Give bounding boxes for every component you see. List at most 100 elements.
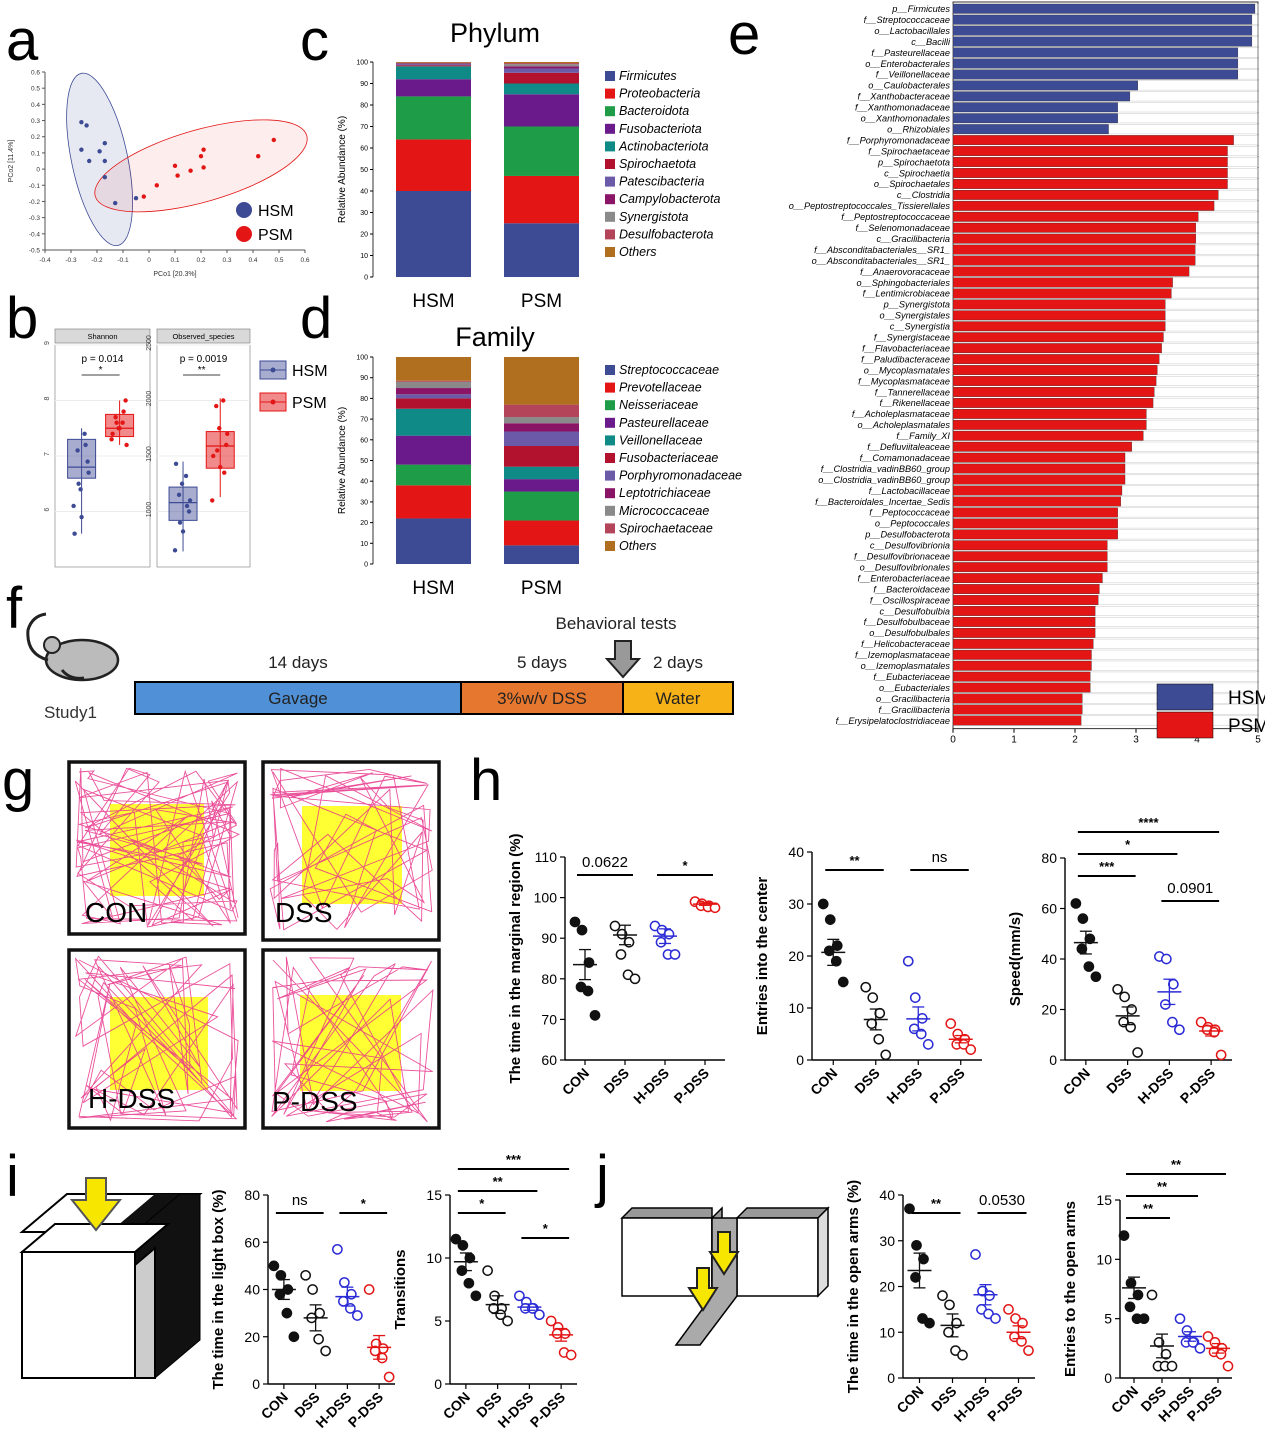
data-point xyxy=(307,1284,318,1295)
timeline-segment xyxy=(622,681,734,715)
facet-strip xyxy=(156,328,251,344)
legend-label: Neisseriaceae xyxy=(619,398,698,412)
y-tick-label: 80 xyxy=(1041,850,1057,866)
legend-swatch xyxy=(605,400,615,411)
bar-segment-firmicutes xyxy=(504,223,579,277)
lda-bar xyxy=(952,573,1103,584)
lda-bar xyxy=(952,606,1096,616)
lda-bar xyxy=(952,179,1228,189)
data-point xyxy=(582,985,594,997)
y-tick-label: 20 xyxy=(360,520,368,527)
x-tick-label: 0.6 xyxy=(300,257,309,264)
lda-bar xyxy=(952,233,1196,244)
taxon-label: f__Rikenellaceae xyxy=(880,398,951,408)
data-point xyxy=(984,1290,995,1302)
y-tick-label: 20 xyxy=(879,1279,895,1295)
y-tick-label: 60 xyxy=(360,437,368,444)
taxon-label: o__Absconditabacteriales__SR1_ xyxy=(812,256,950,266)
y-tick-label: 9 xyxy=(44,341,51,345)
legend-swatch xyxy=(605,247,615,257)
y-tick-label: 100 xyxy=(356,60,368,67)
psm-point xyxy=(114,420,119,425)
legend-label: Others xyxy=(619,539,657,553)
data-point xyxy=(1023,1345,1034,1356)
legend-label: Actinobacteriota xyxy=(618,139,709,153)
psm-point xyxy=(172,163,178,169)
data-point xyxy=(274,1288,286,1300)
data-point xyxy=(463,1277,475,1289)
x-category-label: HSM xyxy=(412,578,454,599)
data-point xyxy=(1124,1301,1136,1313)
y-tick-label: 50 xyxy=(360,458,368,465)
data-point xyxy=(1076,943,1088,955)
data-point xyxy=(363,1284,375,1295)
bar-segment-leptotrichiaceae xyxy=(504,423,579,432)
bar-segment-spirochaetaceae xyxy=(504,404,579,418)
taxon-label: c__Spirochaetia xyxy=(884,168,950,178)
lda-bar xyxy=(952,638,1094,649)
x-tick-label: P-DSS xyxy=(671,1065,713,1107)
data-point xyxy=(313,1333,324,1345)
lda-bar xyxy=(952,91,1131,102)
significance-label: ** xyxy=(931,1196,942,1211)
data-point xyxy=(383,1371,395,1383)
y-tick-label: 70 xyxy=(360,417,368,424)
y-tick-label: 0 xyxy=(434,1376,442,1392)
y-tick-label: -0.5 xyxy=(29,248,41,255)
data-point xyxy=(482,1265,493,1276)
hsm-point xyxy=(75,448,80,453)
hsm-point xyxy=(133,196,139,201)
hsm-point xyxy=(82,431,87,436)
data-point xyxy=(534,1309,545,1321)
legend-hsm-label: HSM xyxy=(258,203,294,220)
segment-label: Gavage xyxy=(268,689,328,708)
lda-bar xyxy=(952,321,1166,332)
lda-bar xyxy=(952,3,1256,14)
y-tick-label: 20 xyxy=(1041,1002,1057,1018)
legend-swatch xyxy=(605,141,615,152)
lda-bar xyxy=(952,682,1091,693)
taxon-label: f__Lactobacillaceae xyxy=(869,486,950,496)
data-point xyxy=(873,1033,885,1045)
bar-segment-actinobacteriota xyxy=(504,83,579,95)
psm-point xyxy=(214,403,219,409)
taxon-label: o__Enterobacterales xyxy=(865,59,950,69)
bar-segment-prevotellaceae xyxy=(396,485,471,519)
data-point xyxy=(1195,1016,1207,1028)
lda-bar xyxy=(952,584,1100,594)
legend-swatch xyxy=(605,523,615,534)
data-point xyxy=(970,1249,981,1260)
lda-bar xyxy=(952,36,1253,47)
psm-confidence-ellipse xyxy=(94,119,308,213)
data-point xyxy=(1077,913,1089,924)
data-point xyxy=(320,1345,331,1357)
legend-label: HSM xyxy=(292,363,328,380)
taxon-label: o__Mycoplasmatales xyxy=(864,365,951,375)
y-tick-label: 10 xyxy=(1096,1251,1112,1267)
facet-strip xyxy=(54,328,151,344)
dot-plot-j1: 0 10 20 30 40 The time in the open arms (%) CO… xyxy=(845,1180,1035,1425)
significance-label: 0.0901 xyxy=(1167,880,1213,897)
data-point xyxy=(616,928,628,940)
x-tick-label: -0.1 xyxy=(117,257,129,264)
significance-label: *** xyxy=(506,1152,522,1167)
lda-bar xyxy=(952,343,1162,354)
legend-label: Spirochaetota xyxy=(619,157,696,171)
hsm-point xyxy=(173,461,179,466)
taxon-label: o__Peptostreptococcales_Tissierellales xyxy=(789,201,951,211)
data-point xyxy=(924,1317,935,1329)
movement-track xyxy=(74,767,240,928)
y-tick-label: 70 xyxy=(541,1011,557,1027)
y-tick-label: 5 xyxy=(1104,1311,1112,1327)
lda-bar xyxy=(952,649,1092,660)
data-point xyxy=(268,1260,280,1272)
data-point xyxy=(1083,961,1095,972)
data-point xyxy=(514,1290,525,1302)
data-point xyxy=(943,1326,954,1338)
hsm-point xyxy=(97,149,102,154)
data-point xyxy=(1174,1313,1186,1325)
hsm-point xyxy=(172,548,178,553)
bar-segment-pasteurellaceae xyxy=(504,479,579,492)
legend-swatch xyxy=(605,417,615,428)
data-point xyxy=(1003,1304,1014,1315)
